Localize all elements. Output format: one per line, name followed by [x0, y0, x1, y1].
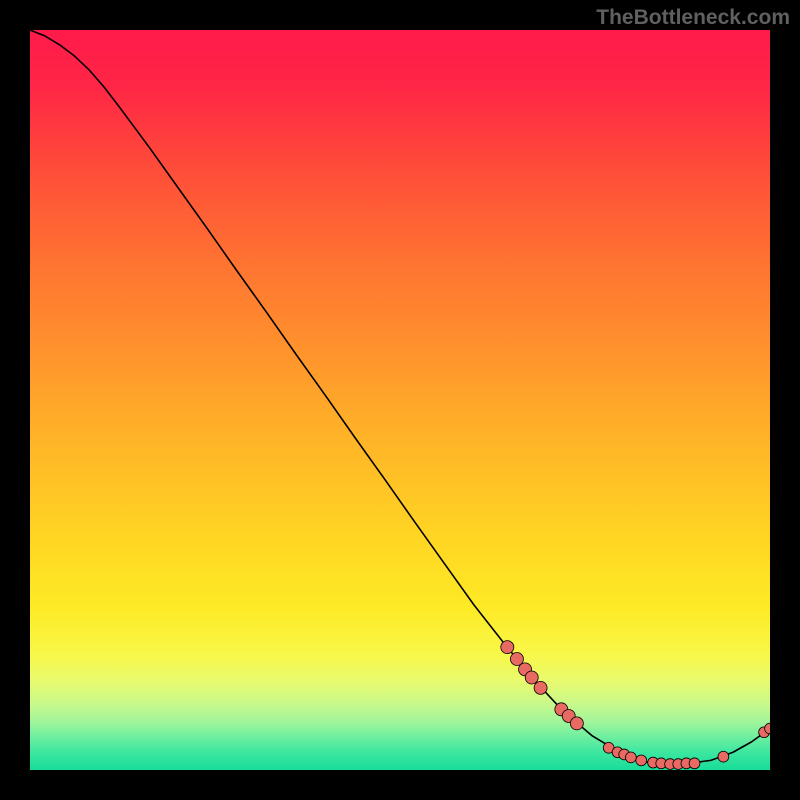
data-point-marker [765, 723, 776, 734]
data-point-marker [501, 641, 514, 654]
data-point-marker [689, 758, 700, 769]
gradient-background [30, 30, 770, 770]
data-point-marker [718, 751, 729, 762]
data-point-marker [570, 717, 583, 730]
data-point-marker [636, 755, 647, 766]
chart-stage: TheBottleneck.com [0, 0, 800, 800]
data-point-marker [534, 681, 547, 694]
chart-svg [0, 0, 800, 800]
watermark-text: TheBottleneck.com [596, 6, 790, 30]
data-point-marker [625, 752, 636, 763]
data-point-marker [525, 671, 538, 684]
